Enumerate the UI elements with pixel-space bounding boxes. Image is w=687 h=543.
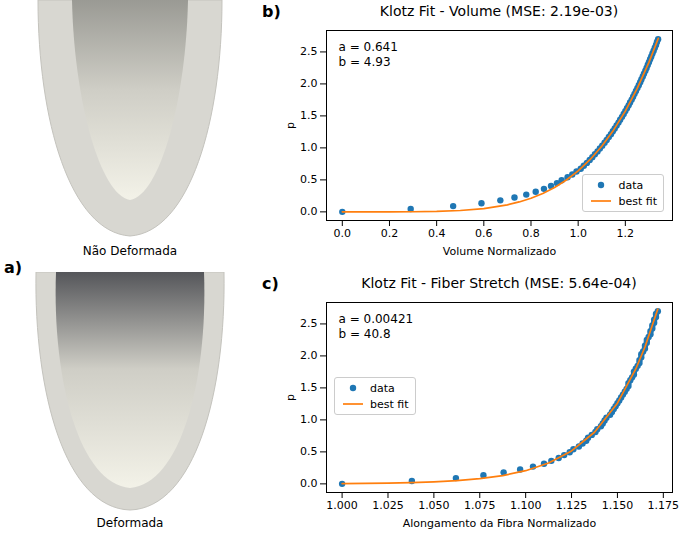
svg-text:1.5: 1.5 [300,109,318,122]
html-text:b): b) [262,2,281,21]
html-text:c): c) [262,274,279,293]
svg-text:1.0: 1.0 [300,141,318,154]
svg-text:a = 0.00421: a = 0.00421 [339,312,414,326]
svg-text:2.5: 2.5 [300,317,318,330]
svg-text:b = 40.8: b = 40.8 [339,327,391,341]
html-text:data: data [370,381,395,395]
svg-text:2.0: 2.0 [300,77,318,90]
svg-text:0.0: 0.0 [300,205,318,218]
svg-text:1.025: 1.025 [372,499,404,512]
svg-text:Alongamento da Fibra Normaliza: Alongamento da Fibra Normalizado [403,517,597,530]
svg-text:0.8: 0.8 [522,227,540,240]
svg-text:a = 0.641: a = 0.641 [339,40,398,54]
svg-text:1.075: 1.075 [464,499,496,512]
svg-text:1.100: 1.100 [510,499,542,512]
svg-text:0.0: 0.0 [300,477,318,490]
svg-text:0.2: 0.2 [381,227,399,240]
html-text:data: data [618,178,644,192]
html-text:best fit: best fit [618,194,657,208]
svg-text:Volume Normalizado: Volume Normalizado [443,245,557,258]
svg-text:0.6: 0.6 [475,227,493,240]
svg-text:p: p [284,394,297,401]
svg-text:2.0: 2.0 [300,349,318,362]
svg-text:1.150: 1.150 [602,499,634,512]
svg-text:0.5: 0.5 [300,173,318,186]
svg-text:1.175: 1.175 [648,499,680,512]
html-text:Klotz Fit - Fiber Stretch (MSE: Klotz Fit - Fiber Stretch (MSE: 5.64e-04… [361,275,637,291]
html-text:Klotz Fit - Volume (MSE: 2.19e: Klotz Fit - Volume (MSE: 2.19e-03) [379,3,619,19]
svg-text:1.050: 1.050 [418,499,450,512]
svg-text:1.0: 1.0 [569,227,587,240]
html-text:Deformada: Deformada [96,516,164,530]
svg-text:p: p [284,122,297,129]
svg-text:b = 4.93: b = 4.93 [339,55,391,69]
html-text:best fit: best fit [370,397,409,411]
svg-text:1.5: 1.5 [300,381,318,394]
html-text:a): a) [4,258,23,277]
svg-text:1.125: 1.125 [556,499,588,512]
html-text:Não Deformada: Não Deformada [82,244,178,258]
svg-text:2.5: 2.5 [300,45,318,58]
svg-text:0.4: 0.4 [428,227,446,240]
svg-text:1.2: 1.2 [617,227,635,240]
svg-text:1.000: 1.000 [326,499,358,512]
svg-text:0.0: 0.0 [334,227,352,240]
svg-text:1.0: 1.0 [300,413,318,426]
svg-text:0.5: 0.5 [300,445,318,458]
